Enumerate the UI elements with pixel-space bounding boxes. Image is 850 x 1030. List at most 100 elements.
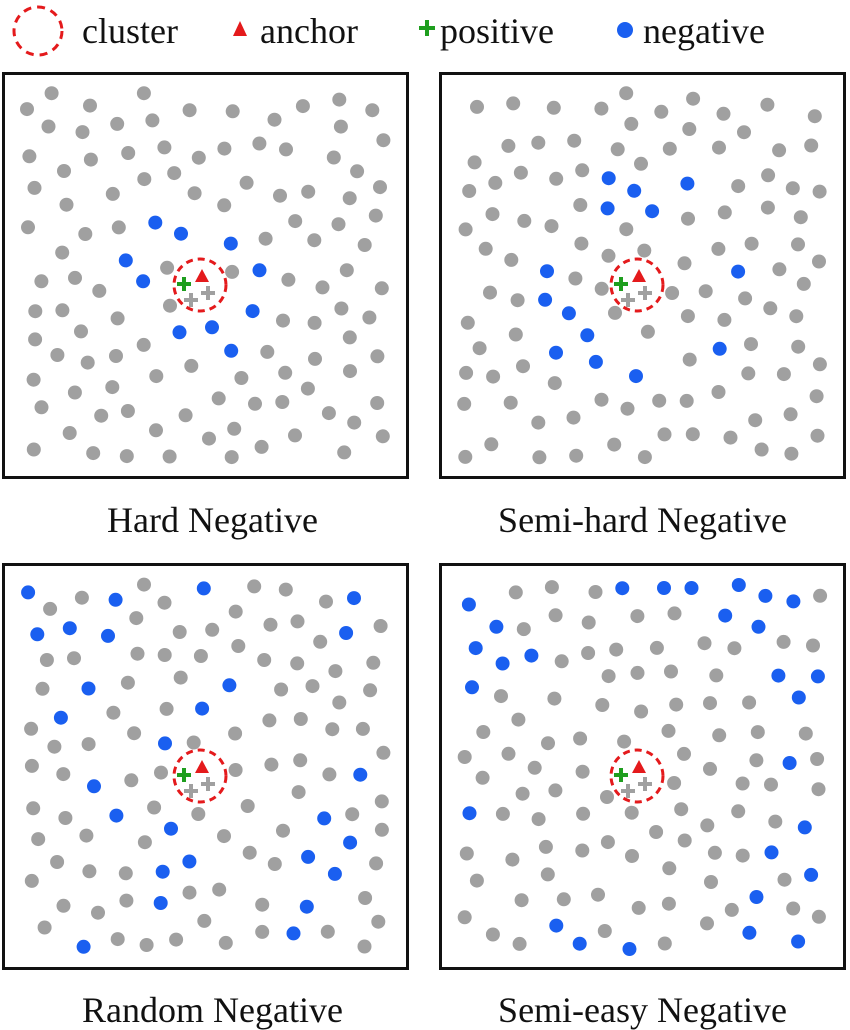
other-point [157,595,172,610]
legend: cluster anchor positive negative [12,5,765,57]
other-point [319,594,333,609]
other-point [262,713,277,728]
other-point [110,311,125,326]
other-point [742,695,757,710]
other-point [80,355,95,370]
other-point [182,885,197,900]
other-point [293,753,308,768]
other-point [178,408,193,423]
other-point [163,298,177,313]
negative-point [580,328,595,343]
other-point [83,152,98,167]
other-point [82,864,97,879]
other-point [105,186,120,201]
other-point [191,150,206,165]
legend-negative: negative [617,11,765,51]
other-point [263,617,278,632]
other-point [811,782,826,797]
other-point [508,327,523,342]
other-point [581,646,596,660]
other-point [772,262,787,277]
legend-positive: positive [419,11,554,51]
other-point [37,920,52,935]
negative-point [657,581,671,595]
other-point [511,712,526,727]
cluster-circle [172,748,228,804]
other-point [217,141,232,156]
other-point [92,283,107,298]
other-point [355,721,370,736]
other-point [531,415,546,430]
other-point [724,902,739,917]
cluster-icon [12,5,64,57]
other-point [81,737,96,752]
other-point [252,136,267,151]
other-point [276,313,290,328]
negative-point [252,263,267,278]
negative-point [327,866,342,881]
other-point [716,106,731,121]
other-point [339,263,354,278]
other-point [620,401,635,416]
other-point [187,186,202,201]
other-point [160,260,175,275]
other-point [119,893,134,908]
other-point [368,208,383,223]
other-point [809,389,824,404]
anchor-marker [195,760,209,773]
other-point [254,439,269,454]
other-point [357,238,372,252]
other-point [485,207,500,222]
other-point [197,913,212,928]
anchor-marker [632,269,646,282]
other-point [494,689,508,704]
negative-point [549,918,564,933]
other-point [469,873,484,888]
other-point [686,91,701,106]
other-point [798,726,813,741]
other-point [637,243,652,258]
other-point [567,133,582,148]
other-point [291,785,306,800]
anchor-icon [233,21,247,36]
other-point [41,119,56,134]
other-point [754,442,769,457]
other-point [731,179,746,194]
other-point [24,758,39,773]
other-point [279,142,293,157]
other-point [697,636,712,651]
negative-point [101,628,115,643]
other-point [737,125,751,140]
other-point [594,392,609,407]
negative-point [81,681,96,696]
negative-point [782,756,797,770]
other-point [278,582,293,597]
other-point [812,254,826,269]
negative-point [172,325,187,340]
other-point [321,406,336,421]
other-point [741,366,756,381]
other-point [531,812,546,827]
positive-marker [177,277,191,291]
other-point [776,367,791,382]
scatter-random-negative [21,577,391,954]
other-point [20,102,34,117]
other-point [517,213,532,228]
negative-point [339,626,354,640]
other-point [457,750,472,764]
other-point [307,233,322,248]
other-point [129,611,144,626]
other-point [776,634,791,649]
other-point [357,939,372,954]
other-point [514,893,529,908]
other-point [91,905,105,920]
negative-point [549,345,563,360]
negative-point [540,264,554,279]
other-point [735,848,750,863]
other-point [224,450,239,465]
other-point [483,285,497,300]
other-point [374,794,389,809]
other-point [154,765,168,780]
other-point [731,804,746,819]
other-point [594,101,609,116]
